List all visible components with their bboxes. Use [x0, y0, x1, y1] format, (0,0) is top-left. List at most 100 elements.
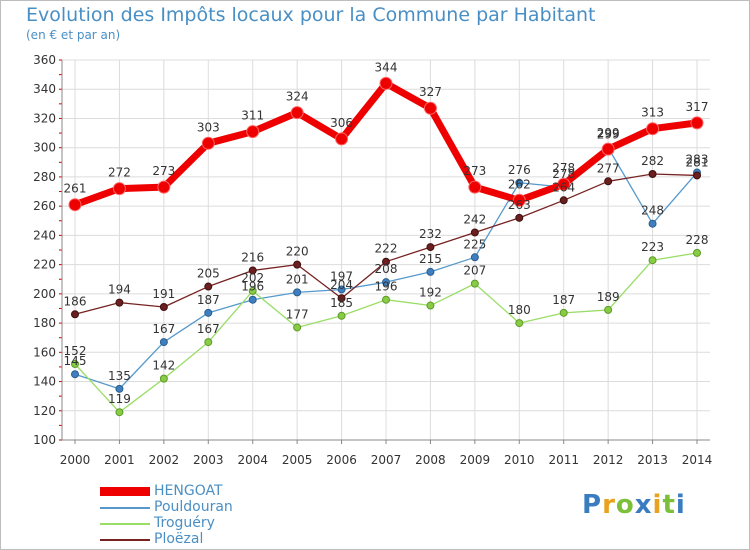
x-tick-label: 2012 — [593, 453, 624, 467]
data-point — [204, 338, 213, 347]
chart-title: Evolution des Impôts locaux pour la Comm… — [26, 4, 596, 26]
data-label: 273 — [463, 164, 486, 178]
data-point — [382, 295, 390, 304]
data-point — [337, 311, 346, 320]
data-point — [379, 76, 393, 90]
y-tick-label: 140 — [33, 375, 56, 389]
data-point — [604, 177, 613, 186]
data-label: 223 — [641, 240, 664, 254]
data-point — [71, 370, 79, 379]
data-point — [559, 308, 568, 317]
data-point — [690, 116, 704, 130]
data-label: 204 — [330, 278, 353, 292]
data-point — [248, 286, 257, 295]
data-label: 192 — [419, 286, 442, 300]
y-tick-label: 240 — [33, 228, 56, 242]
axis-layer: 100 120 140 160 180 200 220 240 260 280 300 320 340 3… — [33, 53, 712, 467]
data-point — [112, 182, 126, 196]
x-tick-label: 2006 — [326, 453, 357, 467]
data-label: 278 — [552, 161, 575, 175]
data-label: 344 — [375, 60, 398, 74]
data-label: 306 — [330, 116, 353, 130]
legend-label: Ploëzal — [154, 531, 204, 547]
data-point — [201, 136, 215, 150]
data-label: 327 — [419, 85, 442, 99]
data-point — [337, 294, 346, 303]
proxiti-logo: Proxiti — [582, 490, 686, 520]
data-label: 278 — [552, 167, 575, 181]
y-tick-label: 280 — [33, 170, 56, 184]
x-tick-label: 2003 — [193, 453, 224, 467]
data-label: 185 — [330, 296, 353, 310]
x-tick-label: 2004 — [237, 453, 268, 467]
label-layer: 261 272 273 303 311 324 306 344 327 273 262 278 299 3… — [64, 60, 709, 406]
legend-swatch — [100, 539, 150, 541]
data-label: 186 — [64, 294, 87, 308]
data-point — [204, 308, 213, 317]
data-point — [557, 177, 571, 191]
series-layer — [68, 76, 704, 417]
data-label: 262 — [508, 177, 531, 191]
data-point — [604, 305, 613, 314]
data-point — [382, 257, 390, 266]
y-tick-label: 200 — [33, 287, 56, 301]
y-tick-label: 260 — [33, 199, 56, 213]
data-label: 177 — [286, 307, 309, 321]
data-label: 167 — [152, 322, 175, 336]
data-label: 299 — [597, 126, 620, 140]
data-point — [559, 196, 568, 205]
data-point — [248, 295, 257, 304]
data-point — [204, 282, 213, 291]
data-label: 222 — [375, 242, 398, 256]
data-point — [468, 180, 482, 194]
x-tick-label: 2013 — [637, 453, 668, 467]
data-label: 277 — [597, 161, 620, 175]
data-point — [71, 310, 79, 319]
legend-label: Pouldouran — [154, 499, 233, 515]
y-tick-label: 220 — [33, 258, 56, 272]
data-label: 208 — [375, 262, 398, 276]
data-point — [246, 125, 260, 139]
y-tick-label: 300 — [33, 141, 56, 155]
data-label: 180 — [508, 303, 531, 317]
data-label: 248 — [641, 204, 664, 218]
data-label: 232 — [419, 227, 442, 241]
data-point — [601, 142, 615, 156]
data-label: 303 — [197, 120, 220, 134]
data-point — [71, 360, 79, 368]
legend-label: HENGOAT — [154, 483, 223, 499]
data-point — [648, 256, 657, 265]
y-tick-label: 160 — [33, 345, 56, 359]
data-point — [159, 374, 168, 383]
data-point — [426, 267, 435, 276]
data-label: 283 — [686, 153, 709, 167]
data-label: 196 — [375, 280, 398, 294]
data-label: 196 — [241, 280, 264, 294]
data-point — [115, 384, 124, 393]
x-tick-label: 2014 — [682, 453, 713, 467]
data-label: 152 — [64, 344, 87, 358]
data-label: 216 — [241, 250, 264, 264]
x-tick-label: 2001 — [104, 453, 135, 467]
data-label: 242 — [463, 212, 486, 226]
data-point — [115, 298, 124, 307]
data-label: 311 — [241, 109, 264, 123]
series-hengoat — [68, 76, 704, 212]
x-tick-label: 2010 — [504, 453, 535, 467]
data-label: 299 — [597, 128, 620, 142]
series-troguéry — [71, 248, 701, 417]
logo-letter: t — [662, 490, 676, 520]
logo-letter: r — [602, 490, 616, 520]
y-tick-label: 340 — [33, 82, 56, 96]
x-tick-label: 2009 — [460, 453, 491, 467]
legend-swatch — [100, 487, 150, 496]
data-label: 207 — [463, 264, 486, 278]
data-point — [515, 319, 524, 328]
data-label: 282 — [641, 154, 664, 168]
data-label: 201 — [286, 272, 309, 286]
data-point — [293, 260, 302, 269]
data-point — [159, 338, 168, 347]
data-label: 145 — [64, 354, 87, 368]
data-point — [693, 248, 701, 257]
